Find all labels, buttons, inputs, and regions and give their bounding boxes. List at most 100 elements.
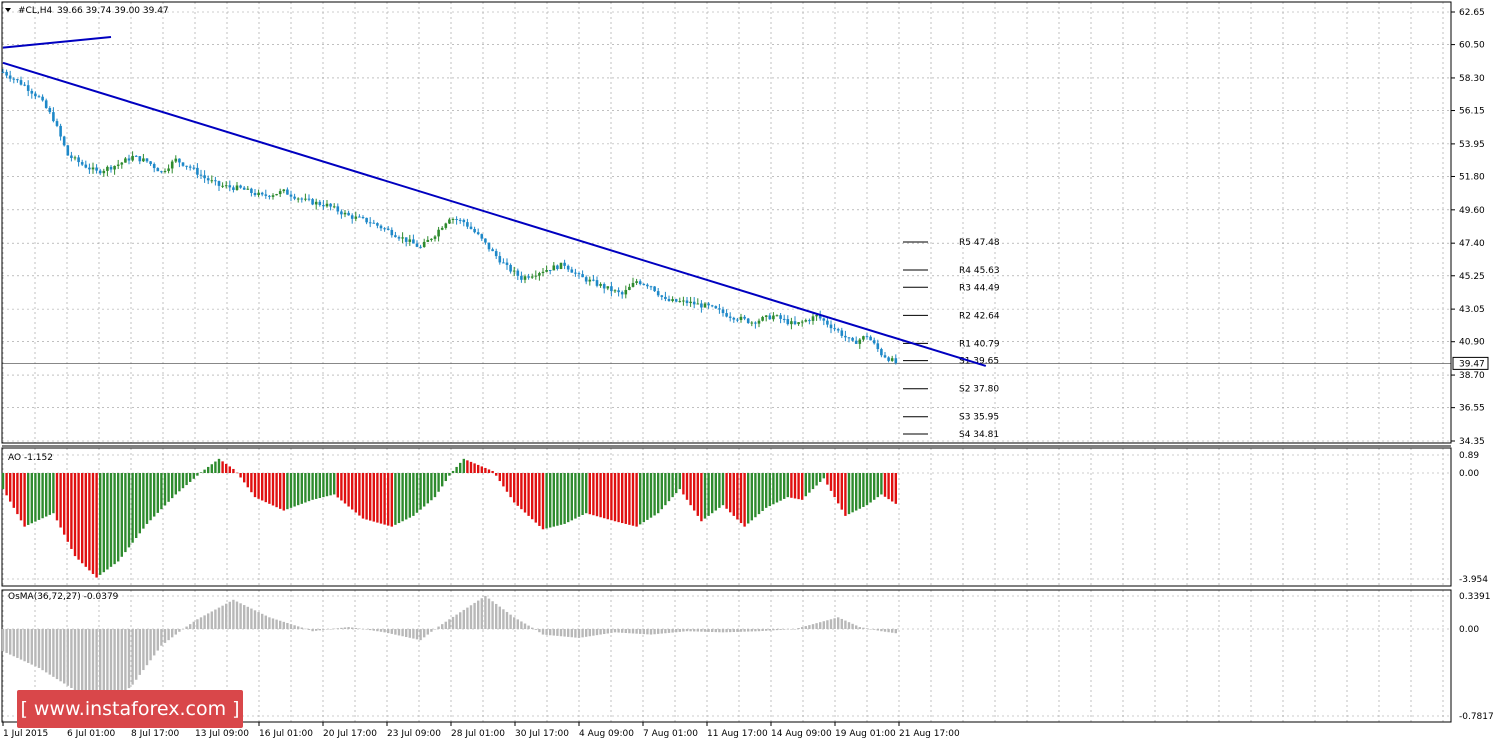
candle-body [829, 324, 833, 329]
ao-bar [840, 473, 843, 510]
ao-bar [1, 473, 5, 490]
osma-bar [664, 629, 667, 634]
candle-body [192, 167, 196, 169]
ao-bar [599, 473, 602, 518]
osma-bar [837, 617, 840, 629]
candle-body [624, 289, 628, 295]
ao-bar [243, 473, 246, 483]
candle-body [59, 125, 62, 137]
candle-body [314, 201, 318, 205]
ao-bar [315, 473, 318, 499]
osma-bar [621, 629, 624, 633]
osma-bar [631, 629, 635, 634]
candle-body [512, 270, 516, 272]
ao-bar [718, 473, 721, 508]
osma-bar [210, 611, 213, 629]
ao-bar [189, 473, 192, 482]
candle-body [757, 320, 761, 324]
osma-bar [505, 611, 509, 629]
candle-body [250, 188, 253, 193]
ao-bar [574, 473, 577, 519]
candle-body [26, 85, 30, 91]
osma-bar [84, 629, 87, 699]
ao-bar [729, 473, 732, 513]
ao-bar [477, 464, 480, 473]
ao-bar [693, 473, 696, 511]
osma-bar [365, 629, 368, 630]
price-tick-label: 43.05 [1459, 305, 1485, 315]
candle-body [498, 256, 502, 263]
osma-bar [894, 629, 897, 634]
osma-bar [415, 629, 419, 640]
ao-bar [779, 473, 782, 501]
ao-bar [19, 473, 23, 521]
ao-bar [401, 473, 404, 522]
osma-histogram [1, 595, 897, 713]
candle-body [890, 358, 894, 361]
osma-bar [819, 622, 822, 629]
osma-bar [343, 627, 347, 629]
osma-bar [635, 629, 638, 634]
candle-body [887, 357, 890, 361]
candle-body [379, 225, 383, 229]
osma-bar [534, 629, 537, 630]
ao-bar [516, 473, 519, 506]
osma-bar [369, 629, 372, 631]
osma-bar [37, 629, 41, 668]
osma-bar [891, 629, 894, 633]
ao-bar [405, 473, 408, 520]
osma-bar [599, 629, 602, 635]
candle-body [584, 277, 588, 282]
candle-body [714, 306, 718, 309]
ao-bar [419, 473, 422, 510]
ao-bar [415, 473, 419, 513]
ao-bar [145, 473, 149, 524]
candle-body [41, 96, 44, 101]
ao-bar [469, 461, 473, 473]
osma-bar [667, 629, 671, 633]
ao-bar [12, 473, 15, 508]
candle-body [664, 296, 667, 299]
osma-bar [531, 627, 534, 629]
ao-bar [473, 463, 476, 473]
osma-bar [153, 629, 156, 656]
candle-body [185, 165, 188, 167]
candle-body [602, 284, 606, 289]
candle-body [599, 284, 602, 286]
osma-bar [851, 623, 854, 629]
candle-body [433, 236, 437, 239]
ao-bar [250, 473, 253, 493]
candle-body [836, 329, 840, 331]
price-tick-label: 34.35 [1459, 437, 1485, 447]
candle-body [818, 314, 822, 319]
dropdown-triangle-icon[interactable] [5, 8, 11, 12]
ao-bar [757, 473, 761, 515]
osma-bar [405, 629, 408, 638]
osma-bar [743, 629, 746, 632]
trendline[interactable] [2, 61, 987, 367]
candle-body [217, 181, 221, 186]
osma-bar [12, 629, 15, 657]
pivot-label-r2: R2 42.64 [959, 311, 1000, 321]
osma-bar [243, 605, 246, 629]
osma-bar [23, 629, 26, 662]
time-tick-label: 21 Aug 17:00 [899, 729, 960, 739]
trendline[interactable] [2, 36, 112, 49]
candle-body [70, 155, 73, 158]
osma-bar [66, 629, 69, 686]
time-tick-label: 16 Jul 01:00 [259, 729, 313, 739]
ao-bar [585, 473, 588, 514]
pivot-label-r3: R3 44.49 [959, 283, 1000, 293]
candle-body [88, 167, 91, 170]
ao-bar [394, 473, 397, 525]
osma-bar [271, 618, 275, 629]
candle-body [282, 189, 286, 192]
osma-bar [826, 620, 829, 629]
osma-tick-label: 0.3391 [1459, 592, 1491, 602]
osma-bar [592, 629, 595, 636]
candle-body [538, 273, 541, 276]
ao-bar [495, 473, 498, 476]
ao-bar [855, 473, 858, 511]
ao-bar [707, 473, 710, 516]
